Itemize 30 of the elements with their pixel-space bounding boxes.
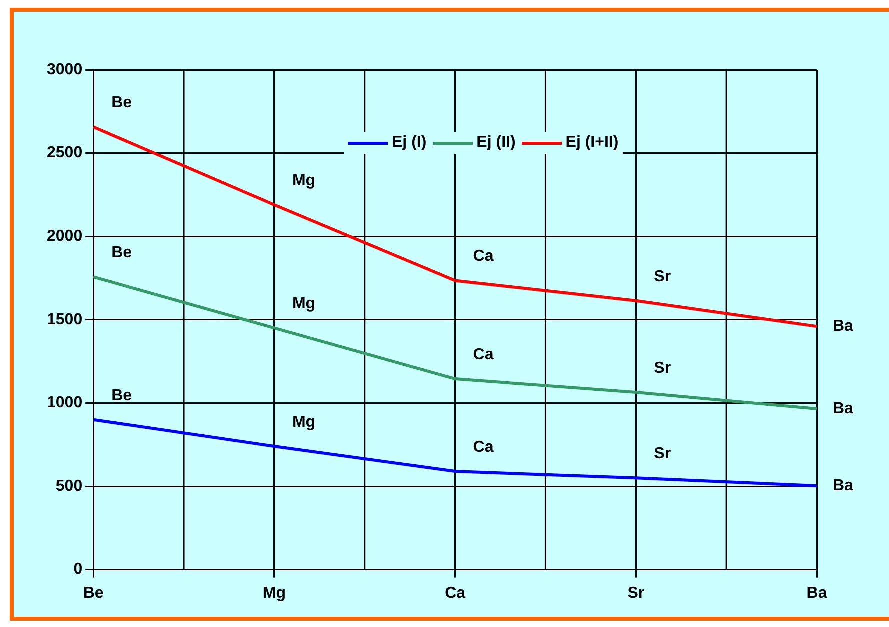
annotation: Be — [112, 94, 132, 112]
x-tick-label: Sr — [628, 584, 645, 602]
annotation: Mg — [292, 414, 316, 431]
annotation: Ba — [833, 477, 854, 494]
annotation: Sr — [654, 268, 672, 286]
annotation: Mg — [292, 172, 316, 190]
x-tick-label: Ba — [806, 584, 828, 602]
annotation: Sr — [654, 446, 672, 463]
x-tick-label: Mg — [262, 584, 286, 602]
y-tick-label: 1000 — [47, 394, 83, 412]
annotation: Be — [112, 244, 132, 262]
x-tick-label: Be — [83, 584, 104, 602]
annotation: Be — [112, 387, 132, 404]
annotation: Ca — [473, 248, 494, 266]
y-tick-label: 2000 — [47, 228, 83, 246]
annotation: Ba — [833, 318, 854, 335]
annotation: Ca — [473, 346, 494, 364]
legend-label: Ej (I+II) — [566, 134, 619, 152]
x-tick-label: Ca — [445, 584, 466, 602]
y-tick-label: 500 — [56, 478, 83, 495]
y-tick-label: 3000 — [47, 61, 83, 78]
y-tick-label: 1500 — [47, 311, 83, 328]
y-tick-label: 2500 — [47, 144, 83, 162]
y-tick-label: 0 — [74, 561, 83, 578]
annotation: Ba — [833, 400, 854, 418]
legend-label: Ej (I) — [392, 134, 427, 152]
annotation: Sr — [654, 360, 672, 377]
annotation: Mg — [292, 296, 316, 313]
annotation: Ca — [473, 438, 494, 456]
legend-label: Ej (II) — [476, 134, 516, 152]
